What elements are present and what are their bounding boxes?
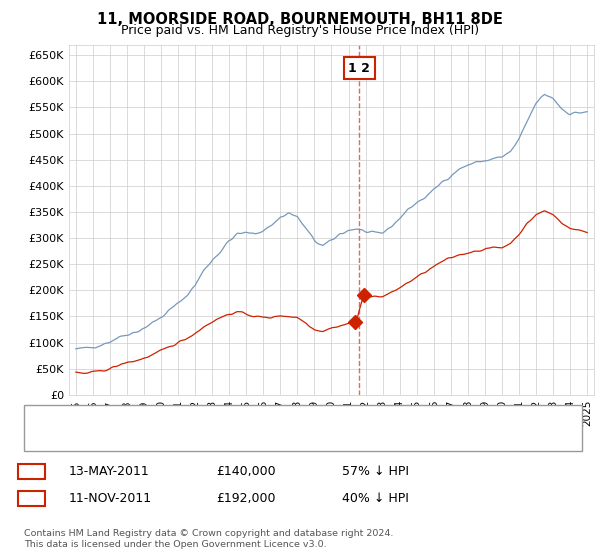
Text: ─────: ───── [39, 411, 77, 424]
Text: 1 2: 1 2 [349, 62, 370, 75]
Text: 2: 2 [27, 492, 35, 505]
Text: 57% ↓ HPI: 57% ↓ HPI [342, 465, 409, 478]
Text: 11, MOORSIDE ROAD, BOURNEMOUTH, BH11 8DE: 11, MOORSIDE ROAD, BOURNEMOUTH, BH11 8DE [97, 12, 503, 27]
Text: £192,000: £192,000 [216, 492, 275, 505]
Text: HPI: Average price, detached house, Bournemouth Christchurch and Poole: HPI: Average price, detached house, Bour… [93, 433, 499, 443]
Text: 11, MOORSIDE ROAD, BOURNEMOUTH, BH11 8DE (detached house): 11, MOORSIDE ROAD, BOURNEMOUTH, BH11 8DE… [93, 413, 465, 423]
Text: 13-MAY-2011: 13-MAY-2011 [69, 465, 150, 478]
Text: Contains HM Land Registry data © Crown copyright and database right 2024.
This d: Contains HM Land Registry data © Crown c… [24, 529, 394, 549]
Text: 11-NOV-2011: 11-NOV-2011 [69, 492, 152, 505]
Text: 40% ↓ HPI: 40% ↓ HPI [342, 492, 409, 505]
Text: Price paid vs. HM Land Registry's House Price Index (HPI): Price paid vs. HM Land Registry's House … [121, 24, 479, 36]
Text: 1: 1 [27, 465, 35, 478]
Text: ─────: ───── [39, 431, 77, 445]
Text: £140,000: £140,000 [216, 465, 275, 478]
